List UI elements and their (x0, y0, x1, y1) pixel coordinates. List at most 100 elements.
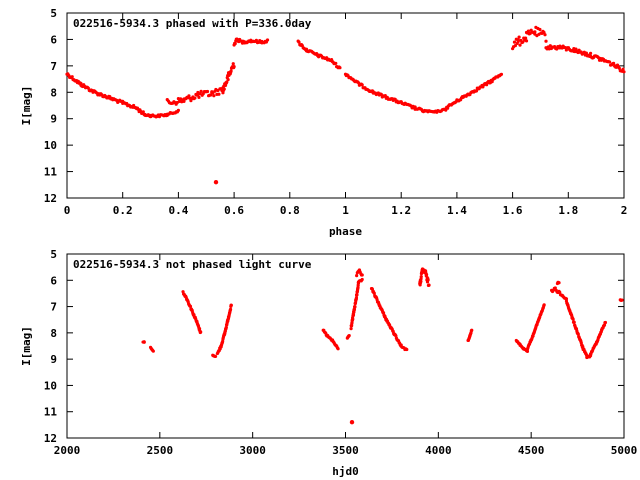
data-point (222, 87, 226, 91)
data-point (151, 349, 155, 353)
data-point (217, 92, 221, 96)
data-point (513, 44, 517, 48)
data-point (427, 283, 431, 287)
y-tick-label: 8 (50, 327, 57, 340)
data-point (617, 66, 621, 70)
data-point (533, 30, 537, 34)
x-tick-label: 3000 (239, 444, 266, 457)
data-point (419, 275, 423, 279)
data-point (360, 273, 364, 277)
data-point (229, 69, 233, 73)
data-point (199, 330, 203, 334)
chart-title: 022516-5934.3 phased with P=336.0day (73, 17, 312, 30)
x-tick-label: 0.4 (168, 204, 188, 217)
x-tick-label: 0 (64, 204, 71, 217)
data-point (419, 279, 423, 284)
data-point (232, 65, 236, 69)
x-tick-label: 5000 (611, 444, 638, 457)
data-point (512, 40, 517, 44)
x-axis-label: hjd0 (332, 465, 359, 478)
x-tick-label: 2500 (147, 444, 174, 457)
data-point (351, 317, 355, 321)
outlier-point (148, 113, 153, 119)
data-point (353, 304, 357, 309)
x-tick-label: 3500 (332, 444, 359, 457)
phased-light-curve-panel: 0 0.2 0.4 0.6 0.8 1 1.2 1.4 1.6 1.8 2 5 6 7 8 9 10 11 12 02… (20, 7, 627, 238)
x-tick-label: 4000 (425, 444, 452, 457)
data-points (141, 267, 624, 425)
data-point (233, 42, 237, 46)
data-point (470, 328, 474, 332)
x-tick-label: 1.8 (558, 204, 578, 217)
x-tick-label: 1.4 (447, 204, 467, 217)
data-point (188, 304, 193, 308)
y-tick-label: 7 (50, 60, 57, 73)
x-tick-label: 2000 (54, 444, 81, 457)
y-axis-label: I[mag] (20, 326, 33, 366)
data-point (351, 313, 356, 317)
data-point (516, 39, 520, 44)
data-point (517, 35, 521, 39)
y-axis-label: I[mag] (20, 86, 33, 126)
data-point (424, 272, 429, 277)
data-point (141, 110, 145, 114)
data-point (543, 33, 547, 37)
data-point (182, 99, 186, 104)
data-point (572, 320, 576, 325)
data-point (197, 327, 202, 331)
data-point (349, 327, 353, 331)
data-point (360, 83, 364, 87)
data-point (524, 39, 529, 43)
data-point (355, 293, 359, 297)
data-point (297, 40, 301, 44)
data-point (360, 277, 364, 282)
data-point (352, 310, 356, 314)
y-tick-label: 10 (44, 379, 57, 392)
data-point (588, 51, 593, 55)
data-point (229, 303, 233, 307)
data-point (538, 27, 542, 32)
y-tick-label: 9 (50, 353, 57, 366)
data-point (231, 62, 235, 66)
data-point (474, 89, 478, 93)
outlier-point (349, 420, 355, 425)
x-axis-label: phase (329, 225, 362, 238)
x-tick-label: 0.8 (280, 204, 300, 217)
chart-title: 022516-5934.3 not phased light curve (73, 258, 312, 271)
y-tick-label: 5 (50, 7, 57, 20)
data-point (334, 61, 338, 65)
y-tick-label: 6 (50, 274, 57, 287)
data-point (523, 36, 528, 40)
data-point (225, 80, 229, 84)
y-tick-label: 11 (44, 406, 58, 419)
data-point (354, 296, 359, 300)
data-point (618, 298, 623, 302)
data-point (213, 354, 218, 359)
data-point (176, 108, 180, 112)
data-point (576, 332, 580, 336)
x-tick-label: 1.6 (503, 204, 523, 217)
y-tick-label: 11 (44, 166, 58, 179)
data-point (142, 340, 146, 344)
x-tick-label: 1 (342, 204, 349, 217)
outlier-point (213, 179, 219, 185)
data-point (603, 320, 608, 325)
data-point (544, 39, 548, 43)
data-point (607, 60, 612, 64)
data-point (564, 297, 569, 301)
unphased-light-curve-panel: 2000 2500 3000 3500 4000 4500 5000 5 6 7 8 9 10 11 12 0… (20, 248, 637, 478)
data-point (542, 303, 546, 307)
data-point (499, 72, 504, 76)
y-tick-label: 12 (44, 432, 57, 445)
data-points (65, 25, 626, 185)
plot-frame (66, 12, 625, 199)
data-point (622, 70, 626, 74)
data-point (212, 94, 216, 98)
data-point (621, 67, 625, 71)
x-tick-label: 0.2 (113, 204, 133, 217)
y-tick-label: 8 (50, 86, 57, 99)
data-point (526, 29, 530, 33)
y-tick-label: 9 (50, 113, 57, 126)
data-point (205, 89, 210, 94)
